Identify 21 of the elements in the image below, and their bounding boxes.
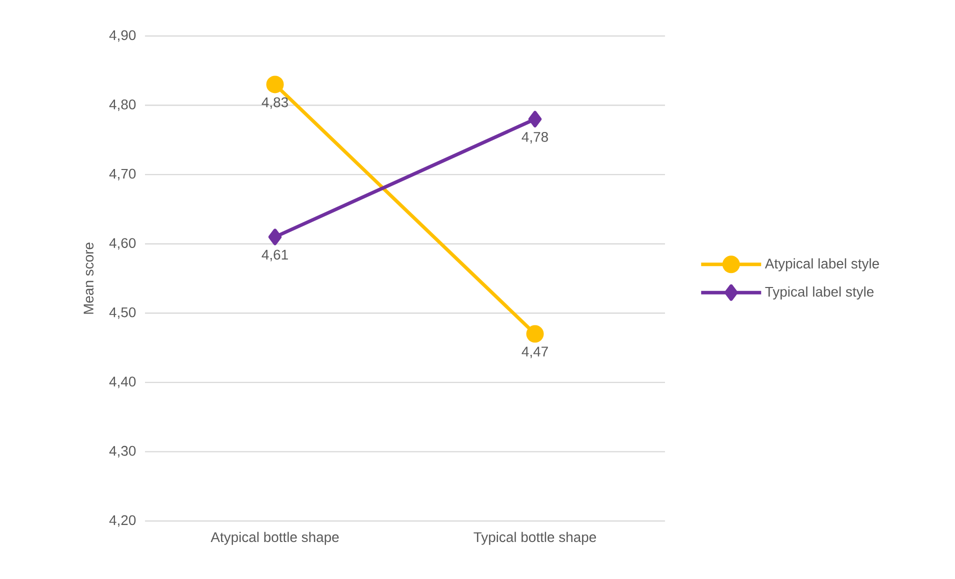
data-label: 4,78 [522, 132, 548, 144]
legend-label: Typical label style [765, 286, 874, 300]
y-tick-label: 4,70 [109, 168, 136, 180]
y-tick-label: 4,50 [109, 307, 136, 319]
point [266, 76, 284, 94]
point [528, 110, 542, 128]
x-tick-label: Typical bottle shape [474, 532, 596, 545]
point [268, 228, 282, 246]
point [526, 325, 544, 343]
y-tick-label: 4,60 [109, 238, 136, 250]
y-tick-label: 4,90 [109, 30, 136, 42]
y-axis-title: Mean score [84, 242, 94, 314]
y-tick-label: 4,40 [109, 376, 136, 388]
data-label: 4,61 [262, 250, 288, 262]
y-tick-label: 4,80 [109, 100, 136, 112]
legend-label: Atypical label style [764, 258, 879, 272]
x-tick-label: Atypical bottle shape [210, 532, 339, 545]
data-label: 4,83 [262, 97, 288, 109]
y-tick-label: 4,30 [109, 446, 136, 458]
y-tick-label: 4,20 [109, 515, 136, 527]
data-label: 4,47 [522, 346, 548, 358]
